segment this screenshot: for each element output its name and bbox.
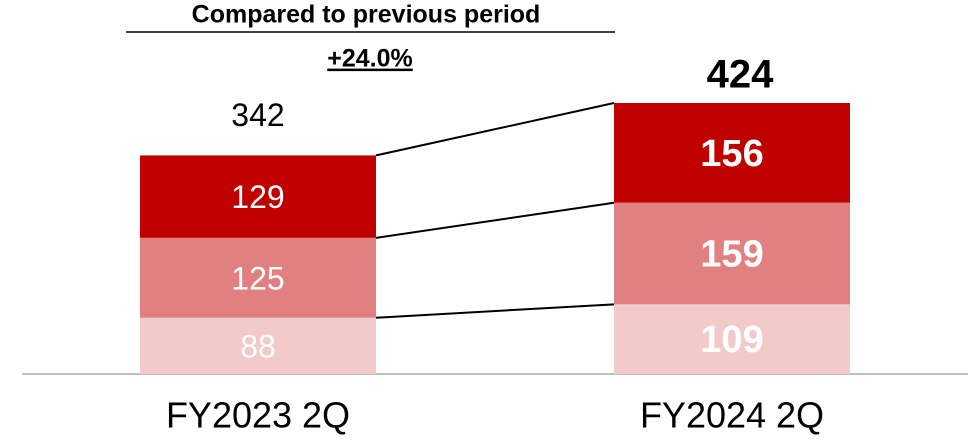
x-tick-label: FY2024 2Q [640, 395, 824, 436]
connector [375, 303, 615, 319]
connector [375, 201, 615, 239]
segment-label: 129 [231, 179, 284, 215]
annotation-title: Compared to previous period [192, 1, 541, 29]
total-label: 424 [707, 53, 774, 97]
bar-segment [140, 317, 376, 374]
annotation-change: +24.0% [327, 45, 413, 73]
segment-label: 88 [240, 328, 276, 364]
x-tick-label: FY2023 2Q [166, 395, 350, 436]
bar-segment [614, 202, 850, 305]
segment-label: 125 [231, 260, 284, 296]
bar-segment [140, 237, 376, 318]
bar-segment [614, 103, 850, 203]
bar-segment [140, 155, 376, 238]
segment-label: 159 [700, 234, 763, 276]
bar-segment [614, 304, 850, 374]
connector [375, 102, 615, 157]
segment-label: 109 [700, 319, 763, 361]
segment-label: 156 [700, 133, 763, 175]
total-label: 342 [231, 97, 284, 133]
